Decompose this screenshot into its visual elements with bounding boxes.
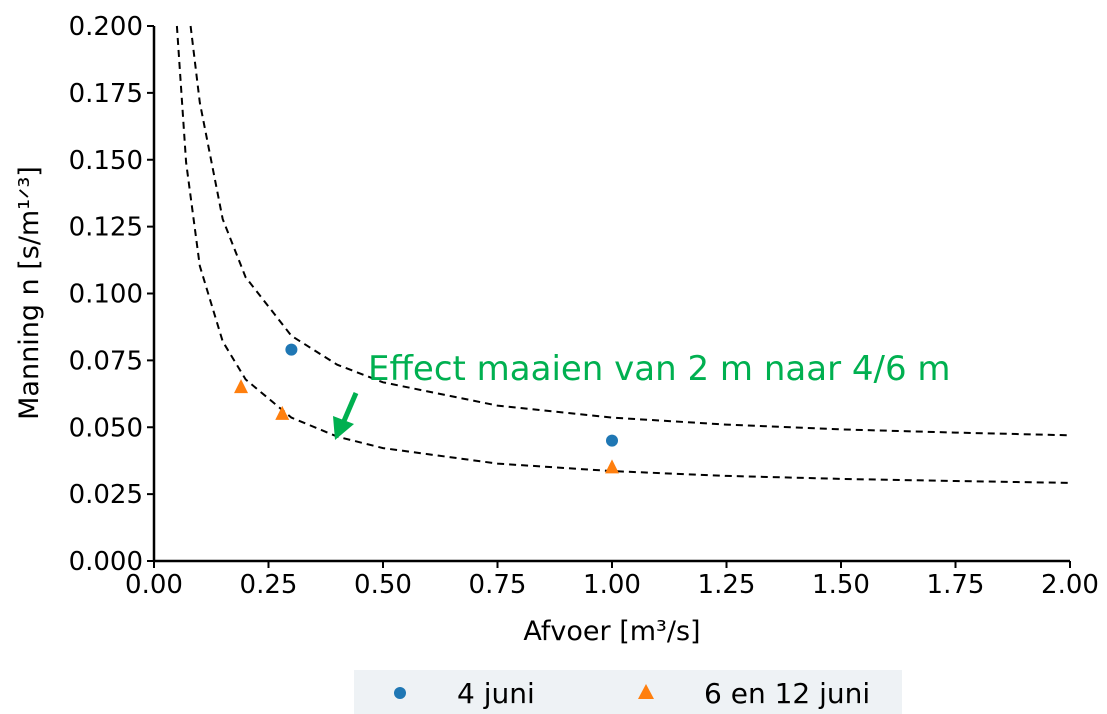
y-ticks: 0.000 0.025 0.050 0.075 0.100 0.125 0.150 0.175… <box>69 12 154 577</box>
x-axis-label: Afvoer [m³/s] <box>523 616 700 647</box>
y-tick-label-0.000: 0.000 <box>69 547 143 577</box>
data-points <box>234 343 619 474</box>
y-axis-label: Manning n [s/m¹ᐟ³] <box>14 166 45 420</box>
y-tick-label-0.075: 0.075 <box>69 346 143 376</box>
legend: 4 juni 6 en 12 juni <box>354 670 902 714</box>
x-tick-label-0.25: 0.25 <box>240 570 298 600</box>
legend-label-6-en-12-juni: 6 en 12 juni <box>704 677 870 710</box>
legend-label-4-juni: 4 juni <box>457 677 535 710</box>
x-tick-label-2.00: 2.00 <box>1041 570 1099 600</box>
x-tick-label-1.25: 1.25 <box>698 570 756 600</box>
annotation-text: Effect maaien van 2 m naar 4/6 m <box>368 349 951 389</box>
point-series2-3 <box>605 459 619 474</box>
x-tick-label-0.50: 0.50 <box>354 570 412 600</box>
y-tick-label-0.175: 0.175 <box>69 79 143 109</box>
fit-curves <box>175 25 1071 484</box>
x-tick-label-1.50: 1.50 <box>812 570 870 600</box>
point-series2-2 <box>275 405 290 420</box>
fit-curve-2 <box>175 25 1071 484</box>
y-tick-label-0.125: 0.125 <box>69 213 143 243</box>
point-series1-1 <box>285 343 298 356</box>
y-tick-label-0.050: 0.050 <box>69 413 143 443</box>
y-tick-label-0.150: 0.150 <box>69 146 143 176</box>
annotation-arrow-shaft <box>341 392 359 422</box>
x-tick-label-1.75: 1.75 <box>927 570 985 600</box>
annotation: Effect maaien van 2 m naar 4/6 m <box>333 349 951 440</box>
x-tick-label-1.00: 1.00 <box>583 570 641 600</box>
x-tick-label-0.75: 0.75 <box>469 570 527 600</box>
legend-marker-6-en-12-juni <box>638 684 654 699</box>
legend-box <box>354 670 902 714</box>
y-tick-label-0.025: 0.025 <box>69 480 143 510</box>
annotation-arrowhead <box>333 416 354 440</box>
legend-marker-4-juni <box>394 687 406 699</box>
x-ticks: 0.00 0.25 0.50 0.75 1.00 1.25 1.50 1.75 2.00 <box>125 561 1099 600</box>
y-tick-label-0.100: 0.100 <box>69 280 143 310</box>
point-series1-2 <box>606 434 618 447</box>
point-series2-1 <box>234 379 249 394</box>
x-tick-label-0.00: 0.00 <box>125 570 183 600</box>
fit-curve-1 <box>189 25 1071 437</box>
y-tick-label-0.200: 0.200 <box>69 12 143 42</box>
